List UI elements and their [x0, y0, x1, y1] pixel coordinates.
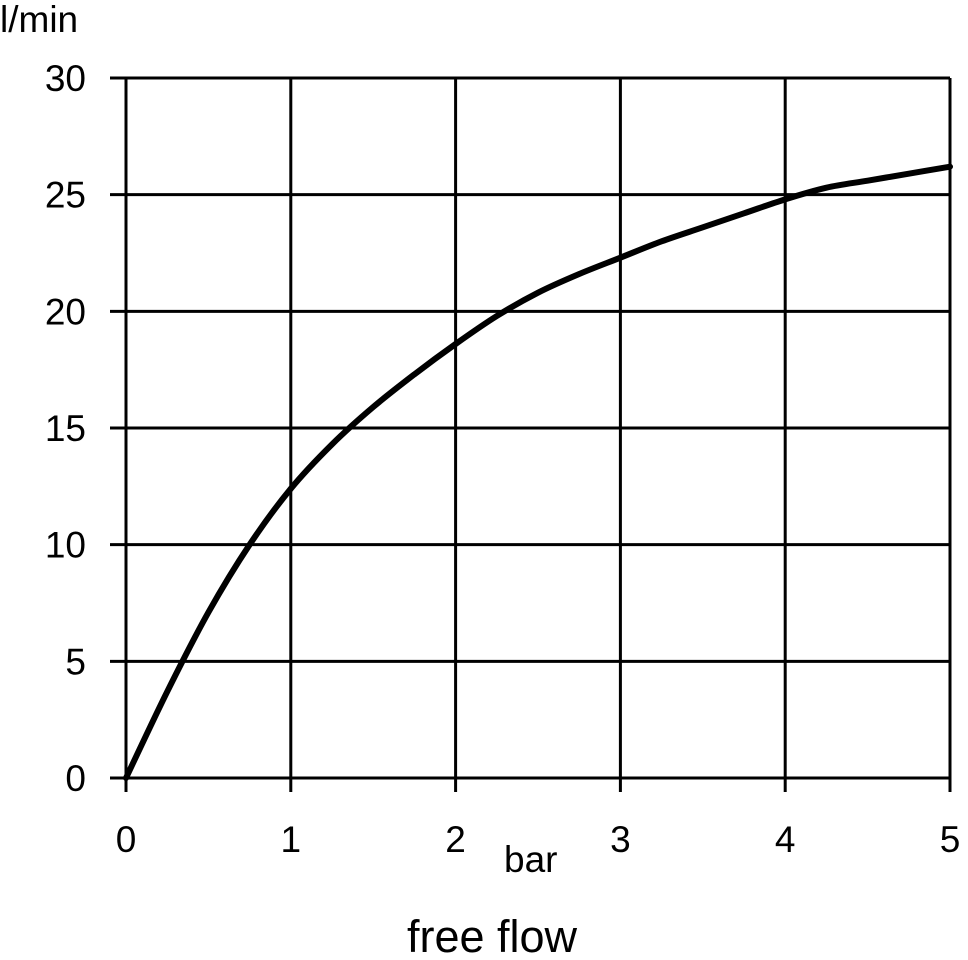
axes — [110, 78, 950, 792]
x-axis-title: bar — [504, 839, 557, 880]
flow-curve — [123, 163, 953, 781]
y-tick-label: 5 — [65, 641, 86, 682]
y-tick-label: 15 — [45, 408, 86, 449]
x-tick-label: 3 — [610, 819, 631, 860]
y-tick-label: 10 — [45, 525, 86, 566]
x-tick-label: 4 — [775, 819, 796, 860]
grid-lines — [110, 76, 952, 792]
x-tick-label: 1 — [281, 819, 302, 860]
y-tick-label: 25 — [45, 175, 86, 216]
tick-labels: 0 5 10 15 20 25 30 0 1 2 3 4 5 — [45, 58, 960, 860]
series-layer — [123, 163, 953, 781]
x-tick-label: 0 — [116, 819, 137, 860]
y-tick-label: 0 — [65, 758, 86, 799]
y-axis-title: l/min — [0, 0, 78, 40]
x-tick-label: 5 — [940, 819, 961, 860]
x-tick-label: 2 — [445, 819, 466, 860]
y-tick-label: 30 — [45, 58, 86, 99]
y-tick-label: 20 — [45, 291, 86, 332]
chart-caption: free flow — [407, 911, 578, 960]
